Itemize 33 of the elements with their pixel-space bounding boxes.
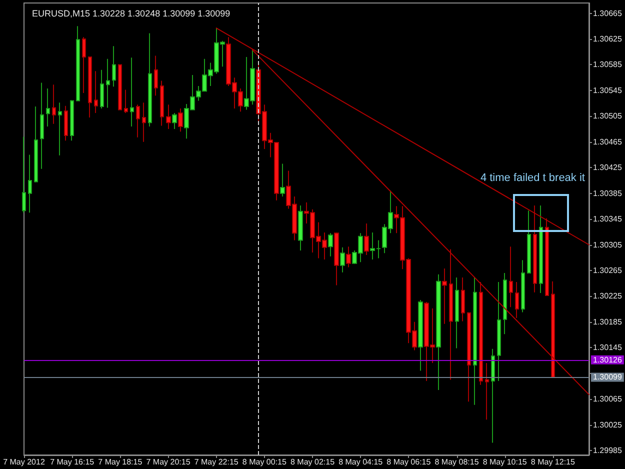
y-tick-label: 1.30025 [593, 420, 622, 430]
y-tick-label: 1.30505 [593, 112, 622, 121]
x-tick-label: 7 May 2012 [3, 458, 46, 466]
y-tick-label: 1.30465 [593, 137, 622, 146]
x-tick-label: 8 May 00:15 [242, 458, 287, 466]
y-tick-label: 1.30425 [593, 163, 622, 172]
y-tick-label: 1.30625 [593, 34, 622, 44]
x-tick-label: 8 May 04:15 [338, 458, 384, 466]
y-tick-label: 1.30265 [593, 266, 622, 275]
annotation: 4 time failed t break it [480, 172, 585, 185]
y-tick-label: 1.30345 [593, 214, 622, 224]
y-tick-label: 1.30385 [593, 188, 622, 198]
x-tick-label: 8 May 12:15 [530, 458, 576, 466]
y-tick-label: 1.30065 [593, 394, 622, 404]
x-tick-label: 7 May 22:15 [194, 458, 239, 466]
x-tick-label: 8 May 02:15 [290, 458, 336, 466]
x-tick-label: 8 May 08:15 [434, 458, 480, 466]
x-tick-label: 7 May 20:15 [146, 458, 191, 466]
y-tick-label: 1.30225 [593, 292, 622, 301]
ref-line-label: 1.30126 [593, 355, 622, 364]
ref-line-label: 1.30099 [593, 372, 622, 382]
y-tick-label: 1.30185 [593, 317, 622, 326]
text: EURUSD,M15 1.30228 1.30248 1.30099 1.30099 [32, 8, 230, 18]
x-tick-label: 7 May 18:15 [98, 458, 143, 466]
y-tick-label: 1.30305 [593, 240, 622, 250]
y-tick-label: 1.29985 [593, 446, 622, 455]
y-tick-label: 1.30145 [593, 343, 622, 352]
x-tick-label: 8 May 06:15 [386, 458, 432, 466]
x-tick-label: 8 May 10:15 [482, 458, 528, 466]
y-tick-label: 1.30585 [593, 60, 622, 70]
y-tick-label: 1.30665 [593, 8, 622, 18]
x-tick-label: 7 May 16:15 [50, 458, 95, 466]
y-tick-label: 1.30545 [593, 86, 622, 95]
